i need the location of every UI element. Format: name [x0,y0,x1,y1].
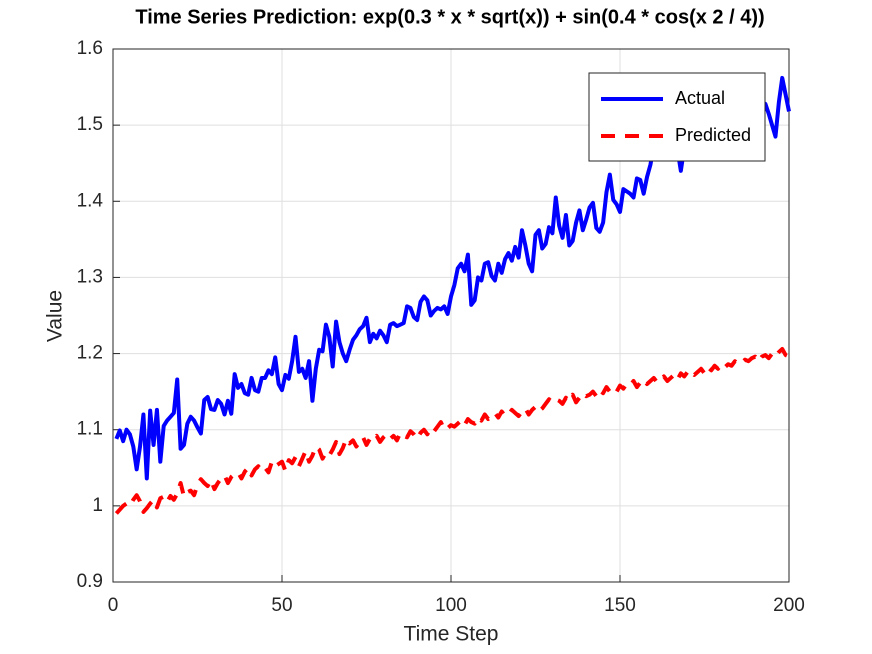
x-tick-label: 100 [435,595,467,616]
y-tick-label: 1.2 [77,343,103,364]
legend: Actual Predicted [588,72,766,162]
y-tick-label: 1.5 [77,114,103,135]
y-tick-label: 0.9 [77,571,103,592]
x-tick-label: 150 [604,595,636,616]
y-axis-label: Value [44,290,67,342]
legend-box [588,72,766,162]
series-line [114,347,790,515]
x-axis-label: Time Step [404,623,499,646]
y-tick-label: 1.3 [77,266,103,287]
x-tick-label: 0 [108,595,119,616]
legend-label: Predicted [675,125,751,145]
x-tick-label: 50 [271,595,292,616]
y-tick-label: 1 [92,495,103,516]
axes-box [112,48,790,583]
legend-label: Actual [675,88,725,108]
y-tick-label: 1.1 [77,419,103,440]
x-tick-label: 200 [773,595,805,616]
y-tick-label: 1.4 [77,190,104,211]
chart-title: Time Series Prediction: exp(0.3 * x * sq… [135,6,764,28]
y-tick-label: 1.6 [77,38,103,59]
